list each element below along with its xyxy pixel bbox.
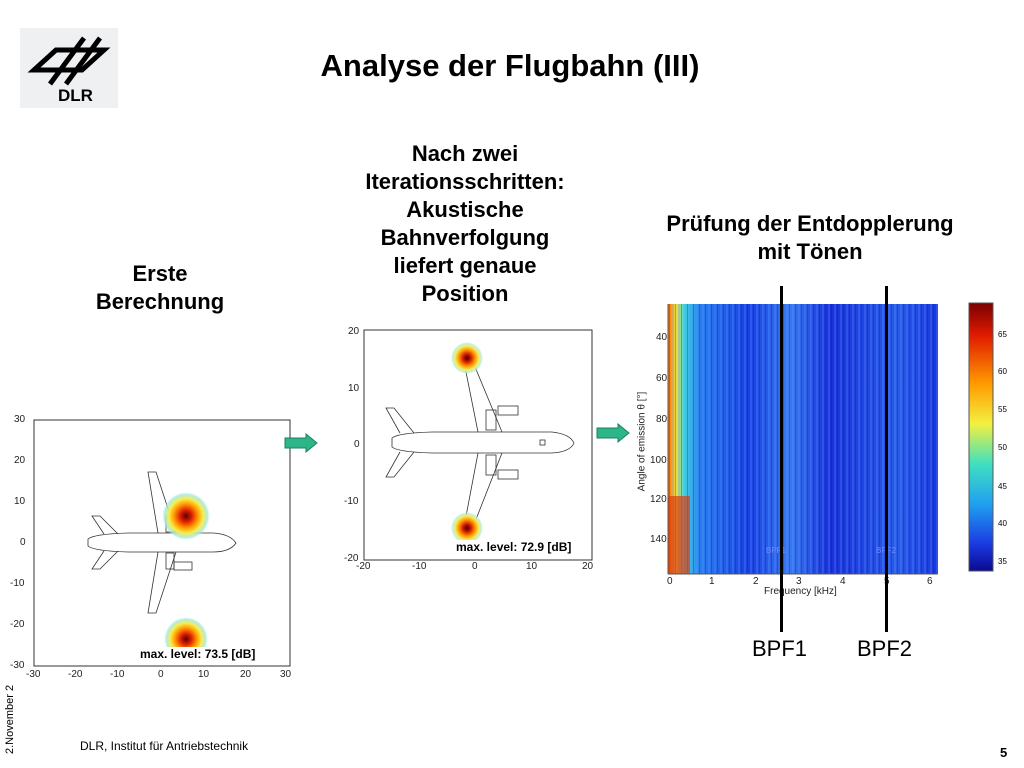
x-tick: 1 <box>709 576 715 587</box>
y-tick: -20 <box>344 553 359 564</box>
localization-plot-first: 30 20 10 0 -10 -20 -30 -30 -20 -10 0 10 … <box>8 412 298 682</box>
x-tick: 20 <box>240 669 252 680</box>
colorbar: 65 60 55 50 45 40 35 <box>968 302 1018 574</box>
subtitle-first-calculation: Erste Berechnung <box>60 260 260 316</box>
y-tick: 60 <box>656 373 668 384</box>
subtitle-line: Nach zwei <box>411 141 519 166</box>
y-tick: 10 <box>14 496 26 507</box>
subtitle-line: Prüfung der Entdopplerung <box>666 211 954 236</box>
subtitle-line: Berechnung <box>95 289 225 314</box>
y-tick: 20 <box>14 455 26 466</box>
y-tick: -10 <box>344 496 359 507</box>
dlr-logo: DLR <box>20 28 118 108</box>
bpf1-line <box>780 286 783 632</box>
y-tick: 20 <box>348 326 360 337</box>
x-tick: 10 <box>526 561 538 572</box>
page-number: 5 <box>1000 745 1008 760</box>
y-tick: 10 <box>348 383 360 394</box>
colorbar-tick: 50 <box>998 443 1007 452</box>
x-tick: 30 <box>280 669 292 680</box>
x-tick: -30 <box>26 669 41 680</box>
bpf2-label: BPF2 <box>857 636 913 661</box>
subtitle-line: liefert genaue <box>393 253 537 278</box>
colorbar-tick: 65 <box>998 330 1007 339</box>
y-tick: 100 <box>650 455 667 466</box>
x-tick: 0 <box>472 561 478 572</box>
y-tick: 30 <box>14 414 26 425</box>
y-tick: -20 <box>10 619 25 630</box>
y-tick: 80 <box>656 414 668 425</box>
subtitle-dedoppler-check: Prüfung der Entdopplerung mit Tönen <box>630 210 990 266</box>
x-tick: 10 <box>198 669 210 680</box>
colorbar-tick: 55 <box>998 405 1007 414</box>
x-axis-label: Frequency [kHz] <box>764 586 837 597</box>
x-tick: -20 <box>356 561 371 572</box>
y-tick: 120 <box>650 494 667 505</box>
spectrogram-plot: 40 60 80 100 120 140 Angle of emission θ… <box>636 296 956 601</box>
x-tick: 0 <box>667 576 673 587</box>
arrow-right-icon <box>284 432 318 454</box>
y-tick: -10 <box>10 578 25 589</box>
subtitle-line: Iterationsschritten: <box>365 169 565 194</box>
y-axis-label: Angle of emission θ [°] <box>636 391 648 492</box>
colorbar-tick: 35 <box>998 557 1007 566</box>
localization-plot-iterated: 20 10 0 -10 -20 -20 -10 0 10 20 max. lev… <box>342 322 596 572</box>
footer-institute: DLR, Institut für Antriebstechnik <box>80 739 249 753</box>
y-tick: 40 <box>656 332 668 343</box>
x-tick: -10 <box>110 669 125 680</box>
x-tick: 6 <box>927 576 933 587</box>
colorbar-tick: 60 <box>998 367 1007 376</box>
x-tick: 20 <box>582 561 594 572</box>
x-tick: 4 <box>840 576 846 587</box>
subtitle-two-iterations: Nach zwei Iterationsschritten: Akustisch… <box>330 140 600 308</box>
x-tick: 0 <box>158 669 164 680</box>
x-tick: -10 <box>412 561 427 572</box>
svg-text:DLR: DLR <box>58 86 93 105</box>
x-tick: 3 <box>796 576 802 587</box>
max-level-label: max. level: 73.5 [dB] <box>138 647 258 661</box>
arrow-right-icon <box>596 422 630 444</box>
x-tick: 2 <box>753 576 759 587</box>
date-text: 2.November 2 <box>4 684 16 754</box>
y-tick: 140 <box>650 534 667 545</box>
colorbar-tick: 45 <box>998 482 1007 491</box>
y-tick: -30 <box>10 660 25 671</box>
subtitle-line: Position <box>421 281 509 306</box>
colorbar-tick: 40 <box>998 519 1007 528</box>
bpf2-line <box>885 286 888 632</box>
y-tick: 0 <box>20 537 26 548</box>
subtitle-line: Akustische <box>406 197 524 222</box>
slide-title: Analyse der Flugbahn (III) <box>320 48 700 83</box>
subtitle-line: Bahnverfolgung <box>380 225 550 250</box>
max-level-label: max. level: 72.9 [dB] <box>454 540 574 554</box>
x-tick: -20 <box>68 669 83 680</box>
subtitle-line: mit Tönen <box>757 239 863 264</box>
date-side-label: 2.November 2 <box>2 660 18 760</box>
y-tick: 0 <box>354 439 360 450</box>
inner-bpf1-label: BPF1 <box>766 546 787 555</box>
subtitle-line: Erste <box>132 261 188 286</box>
bpf1-label: BPF1 <box>752 636 808 661</box>
